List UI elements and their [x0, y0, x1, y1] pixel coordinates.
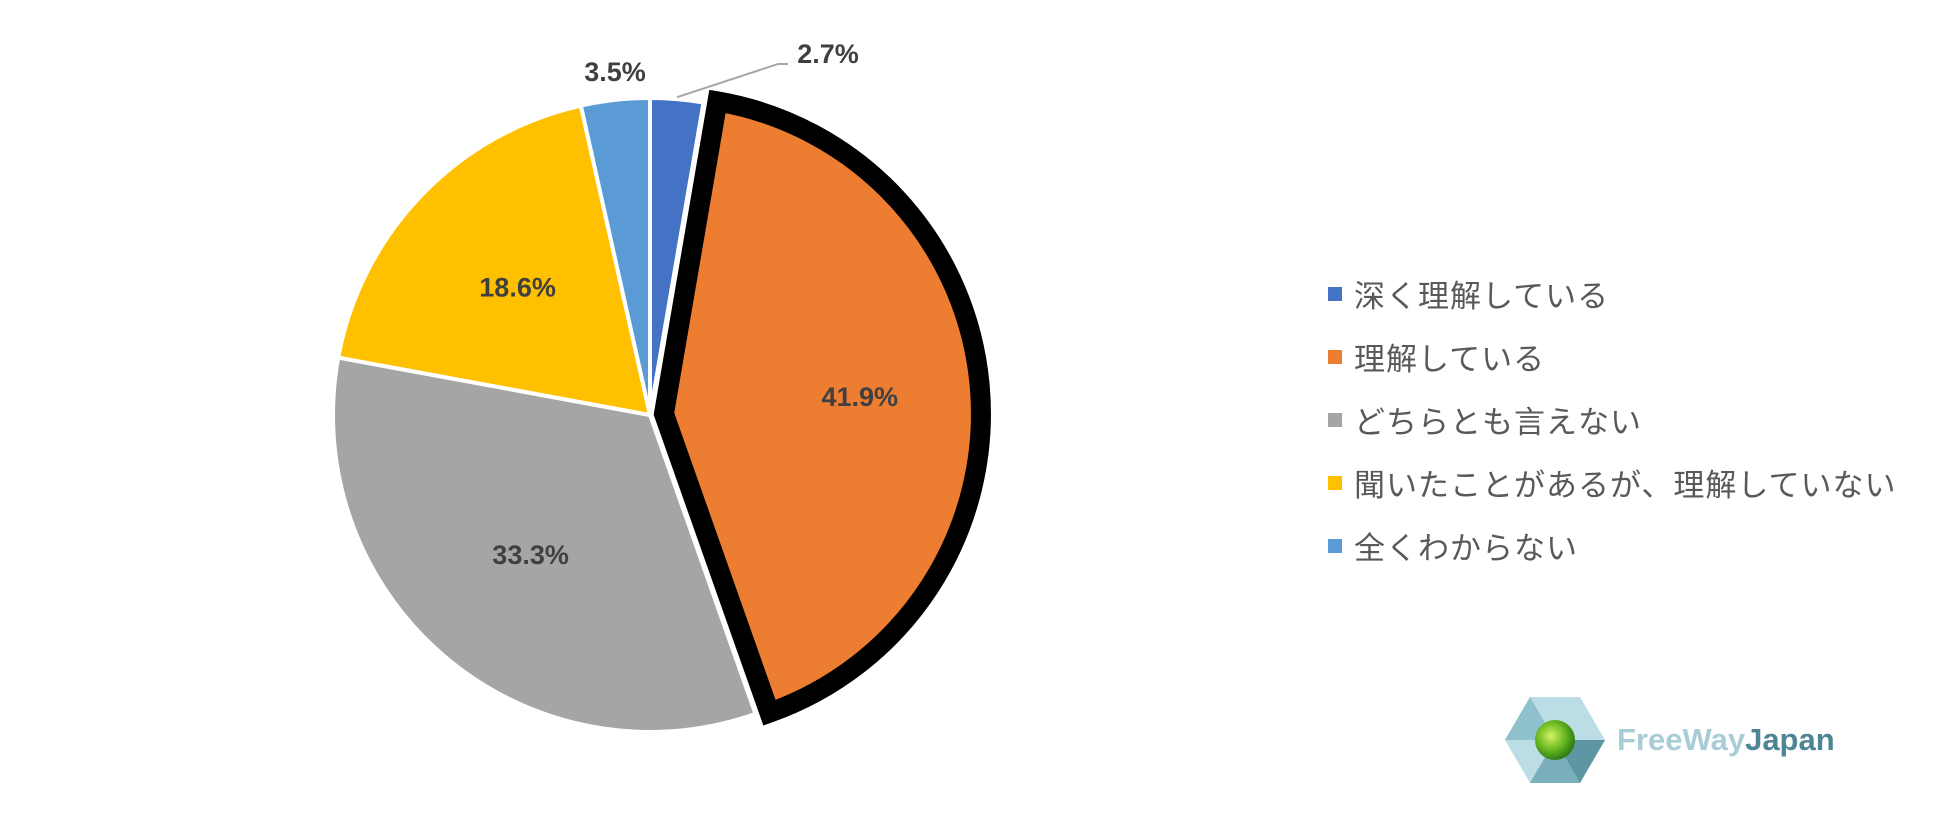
freewayjapan-logo-icon: [1505, 697, 1605, 783]
pie-slice-5: [578, 95, 652, 416]
pie-slice-4: [335, 103, 653, 418]
legend-label: 理解している: [1354, 342, 1546, 378]
legend-item: 全くわからない: [1328, 514, 1896, 577]
legend-label: 全くわからない: [1354, 531, 1578, 567]
pie-slice-3: [331, 355, 759, 734]
legend-swatch: [1328, 475, 1342, 490]
chart-legend: 深く理解している 理解しているどちらとも言えない聞いたことがあるが、理解していない…: [1328, 262, 1896, 577]
legend-item: どちらとも言えない: [1328, 388, 1896, 451]
freewayjapan-logo: FreeWayJapan: [1505, 697, 1835, 783]
legend-item: 聞いたことがあるが、理解していない: [1328, 451, 1896, 514]
logo-wordmark: FreeWayJapan: [1617, 722, 1835, 758]
data-label-slice-4: 18.6%: [479, 272, 556, 302]
data-label-slice-3: 33.3%: [492, 540, 569, 570]
legend-swatch: [1328, 538, 1342, 553]
pie-data-labels: 2.7% 41.9% 33.3% 18.6% 3.5%: [479, 39, 898, 570]
logo-wordmark-part2: Japan: [1745, 722, 1835, 757]
data-label-slice-1: 2.7%: [797, 39, 859, 69]
data-label-slice-2: 41.9%: [822, 382, 899, 412]
legend-label: 聞いたことがあるが、理解していない: [1354, 468, 1897, 504]
legend-swatch: [1328, 349, 1342, 364]
legend-swatch: [1328, 286, 1342, 301]
legend-item: 深く理解している: [1328, 262, 1896, 325]
legend-label: どちらとも言えない: [1354, 405, 1642, 441]
highlighted-slice-outline: [653, 89, 991, 726]
data-label-slice-5: 3.5%: [584, 57, 646, 87]
legend-item: 理解している: [1328, 325, 1896, 388]
logo-wordmark-part1: FreeWay: [1617, 722, 1746, 757]
legend-label: 深く理解している: [1354, 279, 1610, 315]
data-label-leader-slice-1: [676, 63, 788, 99]
pie-slices: [331, 89, 991, 734]
legend-swatch: [1328, 412, 1342, 427]
